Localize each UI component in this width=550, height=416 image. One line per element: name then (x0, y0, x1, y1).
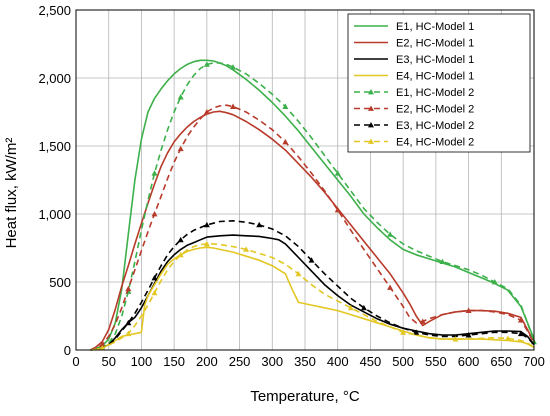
data-point-marker (413, 329, 420, 335)
data-point-marker (243, 246, 250, 252)
data-point-marker (125, 319, 132, 326)
series-line (90, 59, 535, 351)
data-point-marker (282, 103, 289, 109)
y-tick-label: 1,000 (38, 207, 71, 222)
legend-label: E2, HC-Model 1 (396, 38, 474, 50)
legend-label: E3, HC-Model 1 (396, 54, 474, 66)
legend-marker (368, 138, 374, 144)
x-tick-label: 650 (490, 354, 512, 369)
y-tick-label: 2,000 (38, 71, 71, 86)
x-tick-label: 250 (229, 354, 251, 369)
data-point-marker (360, 304, 367, 311)
x-tick-label: 450 (360, 354, 382, 369)
data-point-marker (282, 138, 289, 145)
legend-label: E3, HC-Model 2 (396, 120, 474, 132)
x-tick-label: 100 (131, 354, 153, 369)
data-point-marker (452, 336, 459, 342)
x-tick-label: 700 (523, 354, 545, 369)
x-tick-label: 600 (458, 354, 480, 369)
x-axis-label: Temperature, °C (250, 388, 360, 405)
data-point-marker (334, 206, 341, 213)
legend-label: E1, HC-Model 1 (396, 21, 474, 33)
legend-marker (368, 105, 374, 111)
legend-marker (368, 89, 374, 95)
x-tick-label: 50 (101, 354, 115, 369)
data-point-marker (308, 257, 315, 263)
data-point-marker (347, 304, 354, 311)
data-point-marker (125, 330, 132, 337)
legend: E1, HC-Model 1 E2, HC-Model 1 E3, HC-Model… (347, 13, 531, 153)
y-tick-label: 0 (64, 343, 71, 358)
legend-box (347, 13, 531, 153)
data-point-marker (517, 317, 524, 323)
data-point-marker (400, 329, 407, 335)
y-tick-label: 1,500 (38, 139, 71, 154)
data-point-marker (230, 103, 237, 109)
series-6 (90, 103, 535, 351)
data-point-marker (256, 221, 263, 228)
y-tick-label: 2,500 (38, 3, 71, 18)
data-point-marker (203, 109, 210, 115)
series-4 (90, 246, 535, 351)
data-point-marker (295, 270, 302, 277)
data-point-marker (125, 285, 132, 292)
plot-frame (75, 9, 535, 351)
series-8 (90, 240, 535, 351)
data-point-marker (177, 251, 184, 258)
legend-marker (368, 122, 374, 128)
series-line (90, 246, 535, 351)
series-layer (90, 59, 537, 351)
y-axis-label: Heat flux, kW/m² (3, 138, 20, 249)
series-line (90, 104, 535, 351)
data-point-marker (491, 279, 498, 285)
x-tick-label: 500 (392, 354, 414, 369)
data-point-marker (177, 94, 184, 100)
tick-labels: 0 50 100 150 200 250 300 350 400 450 500 550 600 650 7… (38, 3, 544, 369)
data-point-marker (151, 274, 158, 281)
x-tick-label: 400 (327, 354, 349, 369)
data-point-marker (151, 170, 158, 176)
legend-label: E4, HC-Model 2 (396, 137, 474, 149)
series-line (90, 62, 535, 351)
y-tick-label: 500 (49, 275, 71, 290)
data-point-marker (439, 258, 446, 264)
data-point-marker (517, 330, 524, 337)
data-point-marker (99, 341, 106, 347)
legend-label: E2, HC-Model 2 (396, 104, 474, 116)
x-tick-label: 300 (261, 354, 283, 369)
data-point-marker (419, 318, 426, 324)
data-point-marker (177, 236, 184, 243)
series-1 (90, 59, 535, 351)
data-point-marker (203, 240, 210, 247)
data-point-marker (151, 289, 158, 296)
data-point-marker (465, 332, 472, 338)
series-7 (90, 220, 535, 351)
data-point-marker (387, 284, 394, 290)
data-point-marker (387, 231, 394, 237)
x-tick-label: 550 (425, 354, 447, 369)
series-line (90, 234, 535, 351)
data-point-marker (177, 145, 184, 152)
x-tick-label: 0 (72, 354, 79, 369)
legend-label: E1, HC-Model 2 (396, 87, 474, 99)
legend-label: E4, HC-Model 1 (396, 71, 474, 83)
series-3 (90, 234, 535, 351)
x-tick-label: 350 (294, 354, 316, 369)
data-point-marker (203, 61, 210, 67)
x-tick-label: 200 (196, 354, 218, 369)
data-point-marker (151, 211, 158, 217)
series-line (90, 243, 535, 351)
data-point-marker (465, 307, 472, 313)
data-point-marker (230, 64, 237, 70)
x-tick-label: 150 (163, 354, 185, 369)
data-point-marker (334, 170, 341, 176)
data-point-marker (203, 221, 210, 228)
data-point-marker (99, 344, 106, 351)
data-point-marker (504, 335, 511, 341)
